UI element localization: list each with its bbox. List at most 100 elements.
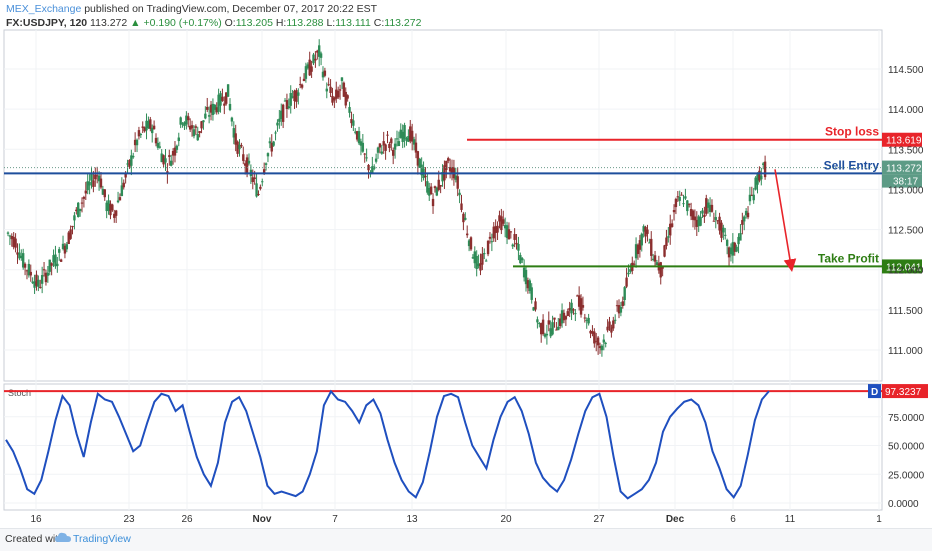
candle-body (669, 223, 672, 236)
candle-body (686, 200, 689, 212)
candle-body (450, 167, 454, 175)
candle-body (120, 185, 124, 197)
candle-body (684, 196, 687, 199)
countdown-text: 38:17 (893, 177, 918, 188)
candle-body (88, 181, 91, 186)
candle-body (350, 119, 353, 124)
level-label: Stop loss (825, 125, 879, 139)
candle-body (484, 260, 488, 262)
candle-body (737, 236, 740, 245)
candle-body (530, 287, 533, 300)
candle-body (20, 255, 23, 259)
price-tick-label: 114.000 (888, 105, 924, 116)
last-price-tag (882, 160, 922, 175)
candle-body (621, 301, 624, 306)
candle-body (101, 188, 105, 195)
candle-body (295, 90, 298, 102)
price-pane[interactable] (3, 29, 883, 382)
candle-body (655, 262, 659, 266)
date-tick-label: 20 (500, 514, 512, 525)
candle-body (604, 342, 607, 344)
candle-body (162, 155, 165, 165)
candle-body (727, 247, 731, 258)
date-tick-label: 11 (785, 514, 796, 525)
candle-body (587, 317, 590, 324)
price-tick-label: 111.500 (888, 306, 923, 317)
publisher-link[interactable]: MEX_Exchange (6, 3, 82, 15)
candle-body (31, 281, 34, 284)
candle-body (648, 242, 651, 244)
candle-body (331, 95, 334, 103)
candle-body (238, 144, 241, 150)
candle-body (464, 217, 467, 220)
candle-body (48, 259, 51, 272)
candle-body (583, 317, 587, 319)
candle-body (581, 305, 585, 308)
candle-body (198, 131, 201, 134)
candle-body (538, 323, 541, 325)
candle-body (73, 215, 76, 221)
candle-body (95, 175, 99, 177)
candle-body (710, 204, 714, 212)
low-value: 113.111 (335, 17, 371, 29)
candle-body (139, 134, 143, 136)
candle-body (137, 130, 141, 137)
date-tick-label: 26 (181, 514, 193, 525)
candle-body (12, 236, 15, 248)
candle-body (69, 229, 72, 239)
candle-body (118, 197, 122, 201)
candle-body (536, 319, 539, 323)
tradingview-link[interactable]: TradingView (73, 533, 131, 545)
stoch-pane[interactable] (3, 383, 883, 511)
candle-body (407, 136, 410, 142)
x-axis[interactable]: 16 23 26 Nov 7 13 20 27 Dec 6 11 1 (30, 514, 882, 525)
candle-body (416, 151, 420, 166)
candle-body (693, 216, 697, 221)
candle-body (494, 226, 497, 234)
candle-body (492, 226, 495, 239)
candle-body (63, 245, 67, 254)
candle-body (21, 253, 25, 268)
candle-body (308, 59, 311, 76)
candle-body (113, 213, 116, 218)
candle-body (534, 301, 537, 310)
candle-body (285, 100, 289, 110)
candle-body (338, 89, 342, 91)
candle-body (270, 142, 273, 152)
candle-body (469, 237, 473, 250)
candle-body (316, 50, 319, 53)
candle-body (627, 272, 630, 275)
sell-projection-arrow (774, 169, 797, 273)
candle-body (741, 220, 744, 225)
candle-body (399, 129, 402, 138)
candle-body (243, 163, 247, 166)
candle-body (61, 243, 65, 249)
candle-body (429, 186, 433, 195)
stoch-value-text: 97.3237 (885, 387, 922, 398)
candle-body (560, 310, 564, 324)
date-tick-label: Nov (253, 514, 272, 525)
candle-body (344, 91, 347, 106)
candle-body (526, 280, 530, 289)
candle-body (659, 262, 662, 278)
candle-body (762, 163, 765, 165)
candle-body (116, 200, 120, 203)
candle-body (617, 305, 621, 314)
tradingview-cloud-icon (55, 532, 71, 542)
candle-body (420, 164, 423, 176)
change-arrow-icon: ▲ (130, 17, 141, 29)
candle-body (33, 281, 36, 288)
candle-body (274, 132, 277, 134)
candle-body (257, 193, 260, 195)
candle-body (555, 329, 558, 331)
level-label: Sell Entry (824, 158, 880, 172)
candle-body (183, 122, 186, 127)
y-axis[interactable]: 114.500 114.000 113.500 113.000 112.500 112.0… (888, 65, 925, 510)
price-tick-label: 113.500 (888, 145, 924, 156)
candle-body (646, 229, 649, 234)
candle-body (674, 198, 678, 208)
candle-body (56, 263, 59, 267)
stoch-indicator: Stoch D 97.3237 (4, 384, 928, 500)
candle-body (82, 196, 86, 199)
